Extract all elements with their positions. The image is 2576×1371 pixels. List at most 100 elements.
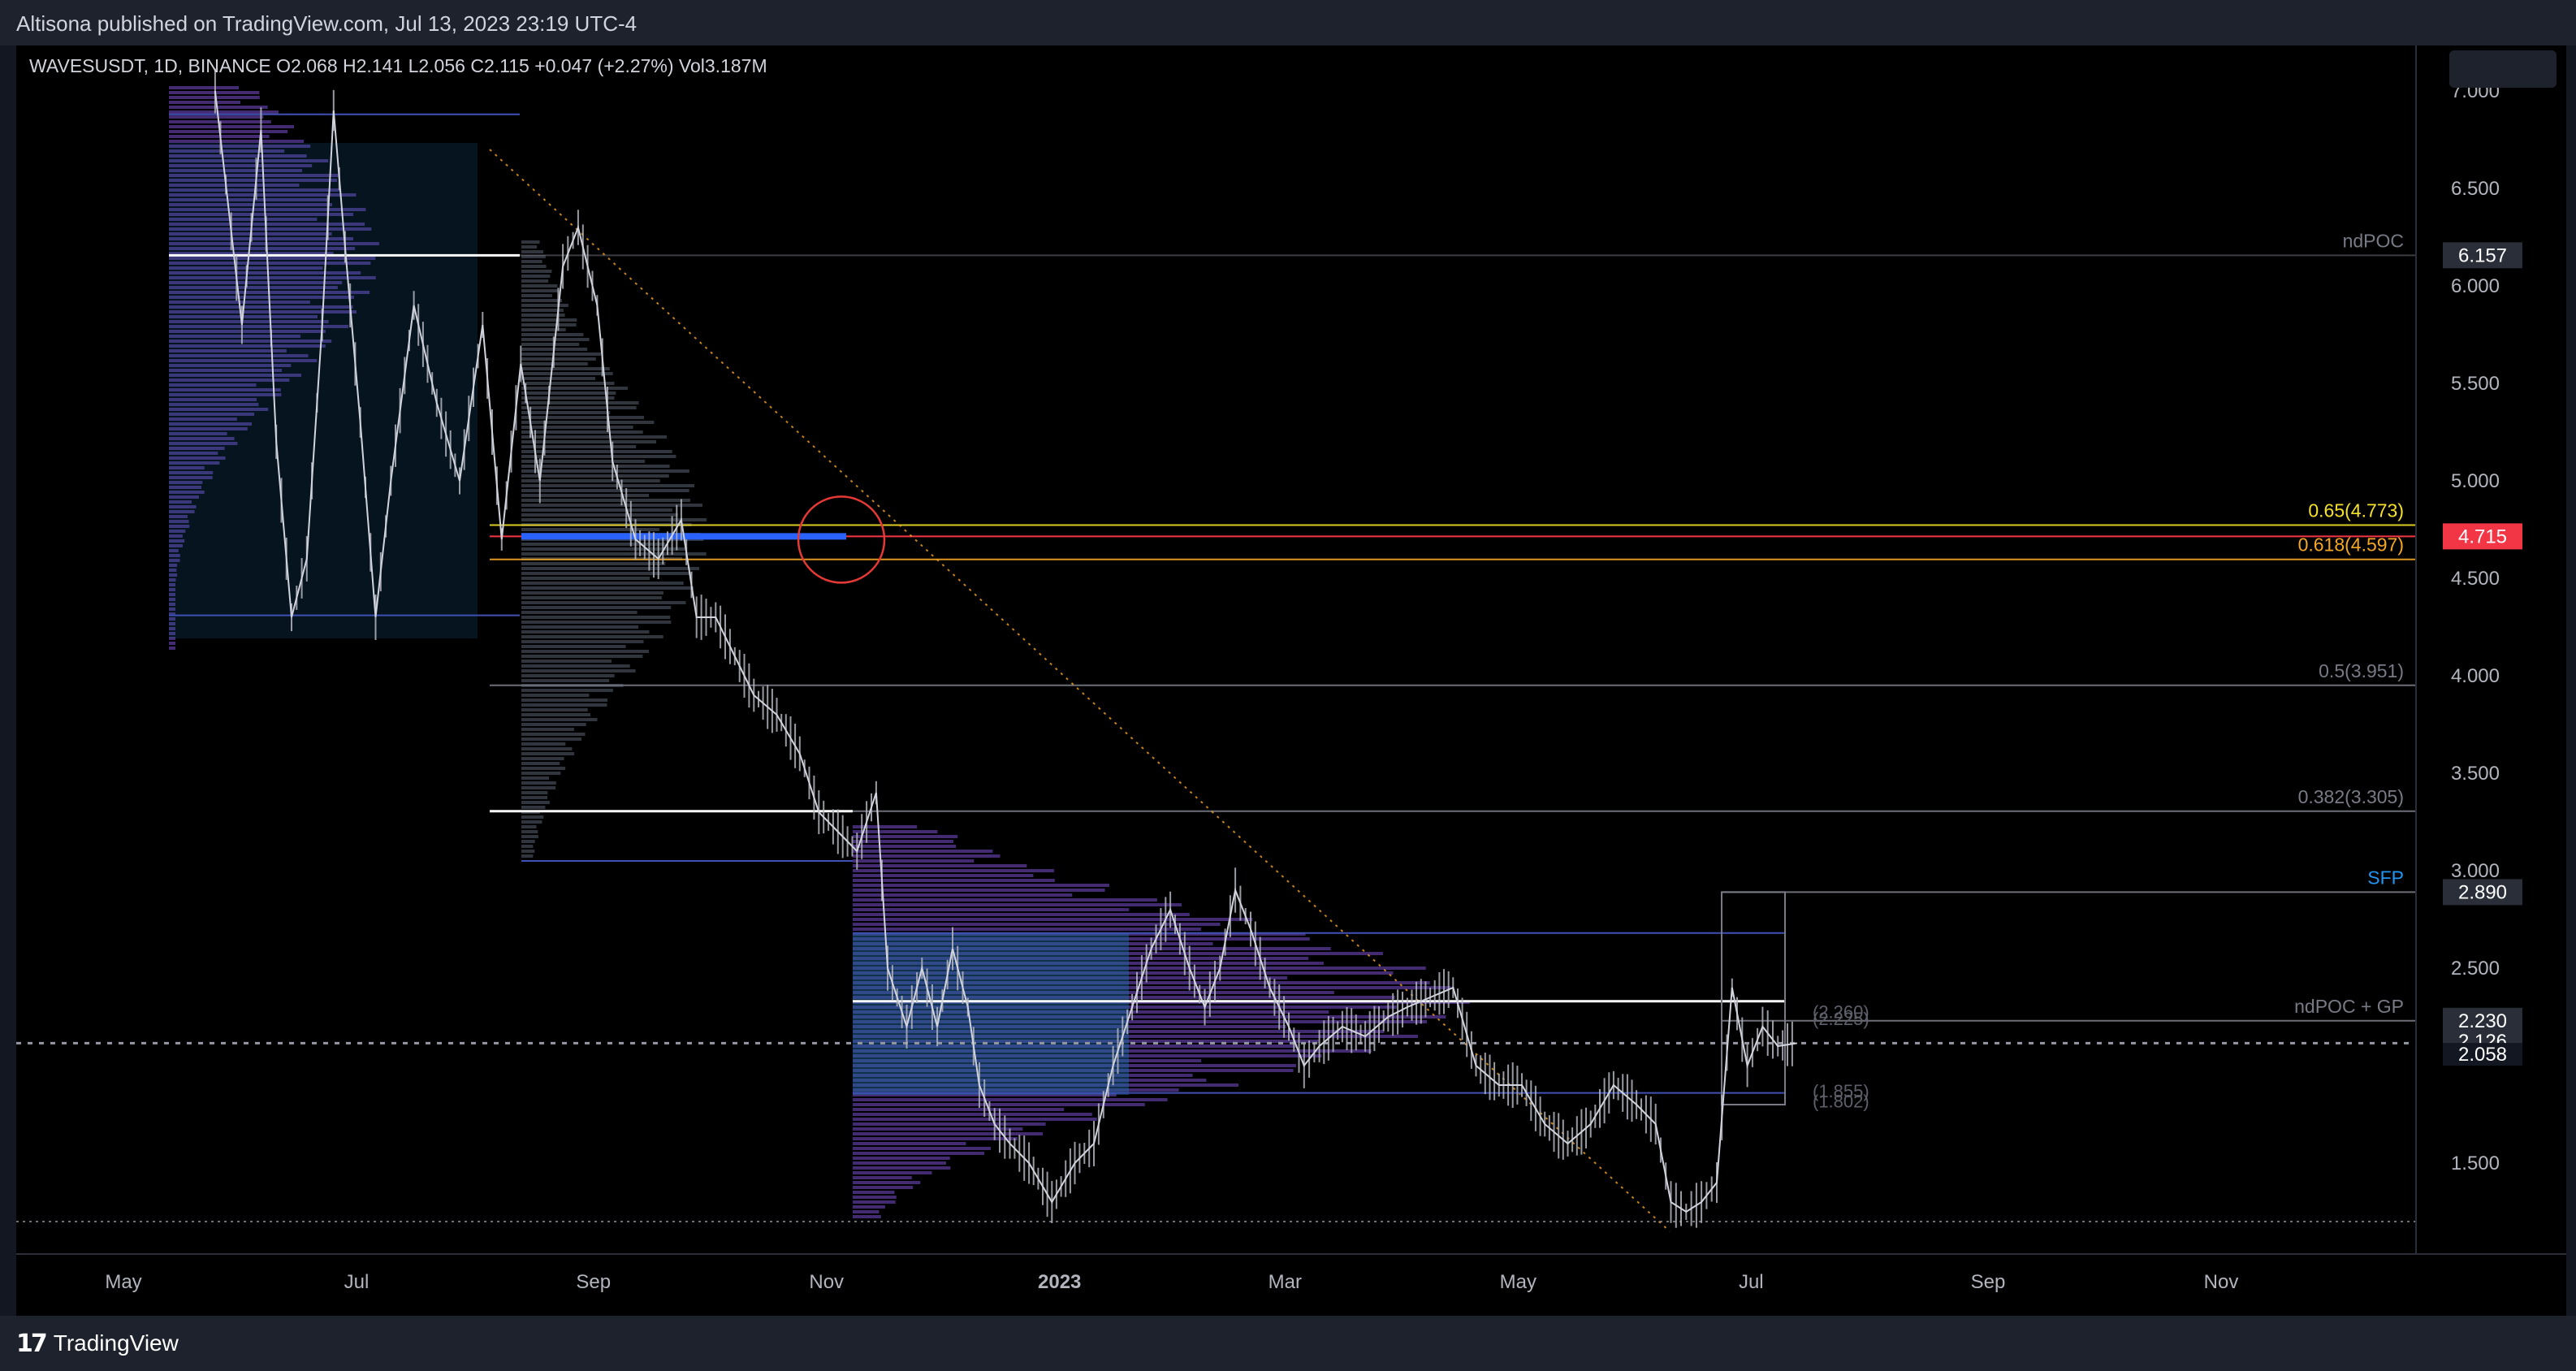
- volume-profile-bar: [521, 776, 549, 780]
- volume-profile-bar: [521, 499, 690, 502]
- volume-profile-bar: [521, 742, 566, 746]
- volume-profile-bar: [169, 125, 294, 128]
- y-tick-label: 1.500: [2451, 1153, 2500, 1174]
- scale-mode-button[interactable]: [2449, 50, 2557, 88]
- volume-profile-bar: [521, 840, 535, 843]
- volume-profile-bar: [521, 323, 577, 327]
- volume-profile-bar: [521, 601, 686, 604]
- volume-profile-bar: [521, 479, 660, 482]
- volume-profile-bar: [169, 642, 175, 645]
- volume-profile-bar: [521, 279, 549, 283]
- volume-profile-bar: [521, 762, 560, 765]
- volume-profile-bar: [853, 903, 1182, 906]
- y-tick-label: 6.500: [2451, 178, 2500, 200]
- volume-profile-bar: [853, 1142, 966, 1145]
- volume-profile-bar: [169, 554, 180, 557]
- volume-profile-bar: [169, 354, 309, 357]
- volume-profile-bar: [169, 159, 329, 162]
- x-tick-label: Sep: [576, 1271, 611, 1293]
- volume-profile-bar: [521, 314, 565, 317]
- volume-profile-bar: [169, 257, 376, 260]
- volume-profile-bar: [853, 1200, 896, 1204]
- volume-profile-bar: [521, 391, 616, 395]
- x-tick-label: Jul: [1739, 1271, 1764, 1293]
- volume-profile-bar: [169, 442, 238, 445]
- volume-profile-bar: [521, 737, 581, 741]
- volume-profile-bar: [853, 1166, 951, 1170]
- volume-profile-bar: [521, 401, 639, 404]
- volume-profile-bar: [853, 1088, 1179, 1092]
- volume-profile-bar: [521, 328, 566, 331]
- volume-profile-bar: [169, 388, 281, 391]
- volume-profile-bar: [169, 534, 183, 538]
- volume-profile-bar: [853, 962, 1324, 965]
- volume-profile-bar: [169, 369, 283, 372]
- volume-profile-bar: [853, 1035, 1419, 1038]
- volume-profile-bar: [169, 359, 318, 362]
- volume-profile-bar: [169, 218, 318, 221]
- volume-profile-bar: [169, 422, 252, 426]
- volume-profile-bar: [853, 869, 1054, 872]
- volume-profile-bar: [853, 991, 1334, 994]
- volume-profile-bar: [853, 976, 1288, 980]
- volume-profile-bar: [853, 947, 1331, 950]
- volume-profile-bar: [169, 403, 259, 406]
- volume-profile-bar: [521, 352, 601, 356]
- volume-profile-bar: [169, 106, 268, 109]
- volume-profile-bar: [521, 333, 584, 336]
- volume-profile-bar: [521, 786, 556, 789]
- volume-profile-bar: [169, 252, 334, 255]
- volume-profile-bar: [169, 154, 307, 158]
- volume-profile-bar: [521, 508, 672, 512]
- volume-profile-bar: [169, 486, 201, 489]
- level-label: 0.65(4.773): [2308, 500, 2404, 521]
- volume-profile-bar: [521, 791, 548, 794]
- x-tick-label: May: [1500, 1271, 1537, 1293]
- volume-profile-bar: [169, 398, 257, 401]
- volume-profile-bar: [853, 1205, 885, 1209]
- volume-profile-bar: [169, 184, 300, 187]
- volume-profile-bar: [521, 294, 552, 297]
- chart-svg[interactable]: ndPOC 6.157 0.65(4.773) 0.618(4.597) 0.5(3.9…: [16, 45, 2566, 1316]
- volume-profile-bar: [521, 757, 564, 760]
- level-label: ndPOC: [2343, 230, 2404, 251]
- volume-profile-bar: [169, 262, 371, 265]
- volume-profile-bar: [169, 281, 343, 284]
- volume-profile-bar: [169, 320, 329, 323]
- volume-profile-bar: [853, 1118, 1097, 1121]
- volume-profile-bar: [853, 1127, 1023, 1131]
- volume-profile-bar: [853, 952, 1383, 955]
- footer-bar: 17 TradingView: [0, 1316, 2576, 1371]
- volume-profile-bar: [521, 469, 689, 473]
- volume-profile-bar: [169, 325, 349, 328]
- volume-profile-bar: [521, 562, 666, 565]
- volume-profile-bar: [521, 318, 577, 322]
- volume-profile-bar: [169, 617, 175, 621]
- brand[interactable]: 17 TradingView: [16, 1326, 179, 1361]
- volume-profile-bar: [169, 530, 186, 533]
- volume-profile-bar: [521, 723, 586, 726]
- level-label: SFP: [2367, 867, 2404, 888]
- value-area-box: [169, 143, 478, 638]
- annotation-label: (1.802): [1813, 1092, 1869, 1112]
- volume-profile-bar: [853, 928, 1201, 931]
- volume-profile-bar: [521, 260, 542, 263]
- volume-profile-bar: [521, 377, 595, 380]
- volume-profile-bar: [169, 578, 176, 582]
- volume-profile-bar: [521, 494, 650, 497]
- volume-profile-bar: [521, 772, 561, 775]
- x-tick-label: Sep: [1971, 1271, 2006, 1293]
- volume-profile-bar: [853, 830, 938, 833]
- volume-profile-bar: [853, 937, 1310, 941]
- annotation-label: (2.260): [1813, 1002, 1869, 1023]
- volume-profile-bar: [169, 510, 195, 513]
- chart-area[interactable]: ndPOC 6.157 0.65(4.773) 0.618(4.597) 0.5(3.9…: [16, 45, 2566, 1316]
- volume-profile-bar: [521, 733, 586, 736]
- volume-profile-bar: [853, 845, 957, 848]
- volume-profile-bar: [853, 1103, 1145, 1106]
- volume-profile-bar: [169, 203, 332, 206]
- volume-profile-bar: [169, 632, 175, 635]
- volume-profile-bar: [169, 476, 213, 479]
- volume-profile-bar: [169, 237, 353, 240]
- volume-profile-bar: [853, 1010, 1329, 1014]
